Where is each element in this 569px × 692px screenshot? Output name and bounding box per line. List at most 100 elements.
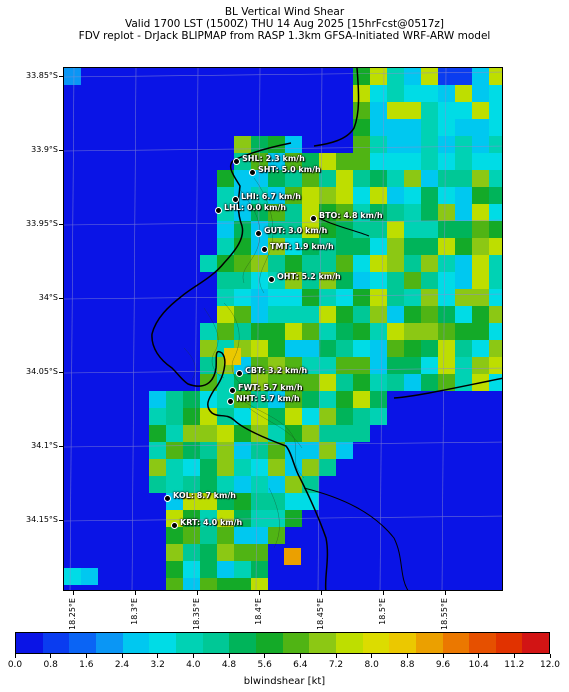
station-dot[interactable]: [215, 207, 222, 214]
grid-cell: [438, 272, 455, 289]
grid-cell: [149, 459, 166, 476]
grid-cell: [166, 578, 183, 590]
colorbar-tick: [406, 654, 408, 658]
station-dot[interactable]: [227, 398, 234, 405]
grid-cell: [404, 221, 421, 238]
graticule-lat-2: [64, 145, 502, 152]
grid-cell: [166, 476, 183, 493]
grid-cell: [234, 442, 251, 459]
graticule-lon-4: [255, 68, 261, 590]
grid-cell: [421, 85, 438, 102]
station-dot[interactable]: [310, 215, 317, 222]
contour-4: [223, 302, 245, 387]
contour-3: [203, 307, 225, 379]
station-dot[interactable]: [261, 246, 268, 253]
grid-cell: [472, 255, 489, 272]
grid-cell: [404, 272, 421, 289]
grid-cell: [472, 272, 489, 289]
grid-cell: [455, 102, 472, 119]
lat-label-1: 33.85°S: [26, 71, 58, 80]
grid-cell: [251, 204, 268, 221]
grid-cell: [217, 425, 234, 442]
grid-cell: [285, 323, 302, 340]
grid-cell: [370, 391, 387, 408]
grid-cell: [149, 442, 166, 459]
grid-cell: [404, 153, 421, 170]
grid-cell: [472, 102, 489, 119]
grid-cell: [438, 357, 455, 374]
grid-cell: [217, 527, 234, 544]
graticule-lon-6: [379, 68, 385, 590]
grid-cell: [319, 357, 336, 374]
grid-cell: [319, 459, 336, 476]
grid-cell: [387, 68, 404, 85]
lon-tick-6: [383, 591, 384, 595]
grid-cell: [251, 527, 268, 544]
grid-cell: [217, 187, 234, 204]
grid-cell: [404, 306, 421, 323]
grid-cell: [370, 238, 387, 255]
grid-cell: [421, 323, 438, 340]
grid-cell: [387, 374, 404, 391]
grid-cell: [166, 510, 183, 527]
grid-cell: [353, 306, 370, 323]
lon-tick-4: [259, 591, 260, 595]
grid-cell: [404, 204, 421, 221]
grid-cell: [234, 323, 251, 340]
colorbar-segment: [415, 633, 443, 653]
grid-cell: [438, 102, 455, 119]
grid-cell: [234, 391, 251, 408]
grid-cell: [455, 187, 472, 204]
grid-cell: [421, 357, 438, 374]
lon-label-7: 18.55°E: [440, 598, 449, 630]
grid-cell: [489, 85, 502, 102]
station-dot[interactable]: [164, 495, 171, 502]
grid-cell: [421, 102, 438, 119]
grid-cell: [472, 68, 489, 85]
grid-cell: [64, 68, 81, 85]
station-dot[interactable]: [268, 276, 275, 283]
grid-cell: [353, 221, 370, 238]
grid-cell: [472, 204, 489, 221]
title-line-2: Valid 1700 LST (1500Z) THU 14 Aug 2025 […: [125, 18, 444, 30]
grid-cell: [302, 272, 319, 289]
map-plot-area[interactable]: SHL: 2.3 km/h SHT: 5.0 km/h LHI: 6.7 km/h L…: [63, 67, 503, 591]
station-dot[interactable]: [232, 196, 239, 203]
grid-cell: [268, 357, 285, 374]
grid-cell: [353, 408, 370, 425]
grid-cell: [251, 391, 268, 408]
grid-cell: [336, 204, 353, 221]
grid-cell: [285, 442, 302, 459]
grid-cell: [234, 578, 251, 590]
graticule-lon-5: [317, 68, 323, 590]
grid-cell: [370, 306, 387, 323]
border-lines: [303, 217, 409, 590]
station-dot[interactable]: [236, 370, 243, 377]
lat-label-3: 33.95°S: [26, 219, 58, 228]
grid-cell: [455, 204, 472, 221]
grid-cell: [387, 272, 404, 289]
grid-cell: [387, 170, 404, 187]
grid-cell: [438, 119, 455, 136]
grid-cell: [472, 119, 489, 136]
grid-cell: [302, 374, 319, 391]
grid-cell: [370, 357, 387, 374]
grid-cell: [285, 340, 302, 357]
station-dot[interactable]: [249, 169, 256, 176]
grid-cell: [183, 425, 200, 442]
grid-cell: [387, 255, 404, 272]
grid-cell: [268, 255, 285, 272]
grid-cell: [404, 170, 421, 187]
station-dot[interactable]: [171, 522, 178, 529]
station-dot[interactable]: [229, 387, 236, 394]
colorbar-tick: [50, 654, 52, 658]
station-dot[interactable]: [233, 158, 240, 165]
station-dot[interactable]: [255, 230, 262, 237]
grid-cell: [421, 221, 438, 238]
grid-cell: [387, 306, 404, 323]
grid-cell: [438, 306, 455, 323]
grid-cell: [285, 221, 302, 238]
grid-cell: [251, 357, 268, 374]
grid-cell: [472, 306, 489, 323]
colorbar-segment: [16, 633, 43, 653]
